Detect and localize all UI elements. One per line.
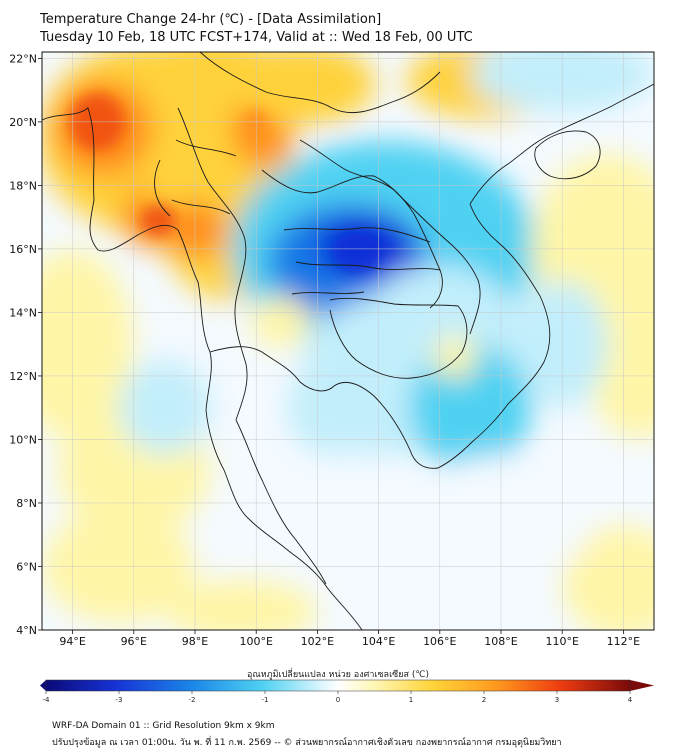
coastline-gulf [209,203,551,469]
lon-tick-label: 110°E [545,635,578,648]
colorbar-title: อุณหภูมิเปลี่ยนแปลง หน่วย องศาเซลเซียส (… [246,670,430,680]
lat-tick-label: 12°N [9,370,37,383]
colorbar-tick-label: -1 [262,696,269,704]
lat-tick-label: 10°N [9,433,37,446]
lat-tick-label: 16°N [9,243,37,256]
hainan-island [534,130,601,180]
lon-tick-label: 94°E [59,635,85,648]
lat-tick-label: 4°N [16,624,37,637]
border-myanmar-thailand [177,107,248,421]
anomaly-patch [118,360,211,456]
footer-model-info: WRF-DA Domain 01 :: Grid Resolution 9km … [52,721,275,731]
country-borders [42,52,654,630]
anomaly-core [332,233,382,272]
border-cambodia [329,297,468,379]
footer-credit: ปรับปรุงข้อมูล ณ เวลา 01:00น. วัน พ. ที่… [52,738,562,748]
colorbar-ticks: -4 -3 -2 -1 0 1 2 3 4 [43,691,633,704]
lon-tick-label: 102°E [301,635,334,648]
lon-tick-label: 96°E [121,635,147,648]
field-layer [42,52,654,630]
anomaly-patch [433,334,477,380]
colorbar-tick-label: 4 [628,696,633,704]
border-laos-vietnam [299,139,481,335]
anomaly-patch [42,248,134,440]
anomaly-patch [286,360,379,456]
lon-tick-label: 108°E [484,635,517,648]
colorbar-tick-label: -2 [189,696,196,704]
colorbar-tick-label: 1 [409,696,413,704]
colorbar-tick-label: -4 [43,696,51,704]
map-frame [41,51,655,631]
lon-tick-label: 104°E [362,635,395,648]
colorbar-tick-label: -3 [116,696,123,704]
border-thai-provinces [283,227,441,295]
anomaly-patch [562,525,654,630]
border-china-south [199,52,441,114]
map-title: Temperature Change 24-hr (℃) - [Data Ass… [40,12,382,27]
lon-tick-label: 98°E [182,635,208,648]
lon-tick-label: 112°E [607,635,640,648]
colorbar-extend-high [630,680,654,691]
lat-tick-label: 22°N [9,52,37,65]
lat-tick-label: 14°N [9,306,37,319]
lat-tick-label: 20°N [9,116,37,129]
anomaly-patch [250,296,312,348]
coastline-west [42,107,363,630]
map-subtitle: Tuesday 10 Feb, 18 UTC FCST+174, Valid a… [40,30,473,45]
colorbar-tick-label: 0 [336,696,340,704]
lon-tick-label: 106°E [423,635,456,648]
anomaly-patch [149,52,272,84]
graticule [42,52,654,630]
peninsula-malaysia [235,419,327,585]
anomaly-patch [164,579,318,630]
coastline-east [469,83,654,205]
lon-tick-label: 100°E [239,635,272,648]
lat-tick-label: 18°N [9,179,37,192]
anomaly-patch [583,248,654,440]
colorbar-tick-label: 2 [482,696,486,704]
colorbar-tick-label: 3 [555,696,559,704]
lat-tick-label: 6°N [16,560,37,573]
border-myanmar-states [154,139,237,217]
lat-tick-label: 8°N [16,497,37,510]
map-axes: 94°E 96°E 98°E 100°E 102°E 104°E 106°E 108°E 110… [9,52,640,648]
colorbar-fill [46,680,630,691]
colorbar-extend-low [40,680,46,691]
anomaly-patch [228,52,376,126]
anomaly-core [139,204,177,237]
